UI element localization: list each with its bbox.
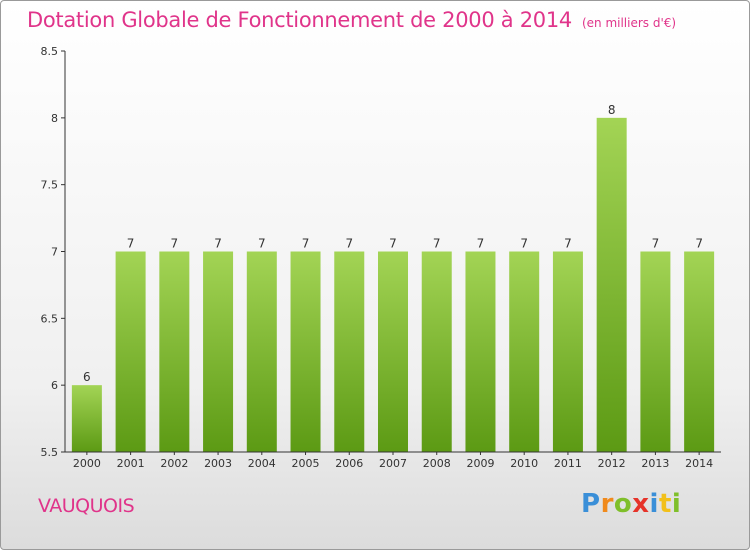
logo-letter: t bbox=[658, 489, 672, 519]
x-tick-label-2002: 2002 bbox=[160, 457, 188, 470]
bar-2000 bbox=[71, 385, 102, 452]
x-tick-label-2004: 2004 bbox=[248, 457, 276, 470]
data-label-2000: 6 bbox=[83, 370, 91, 384]
data-label-2002: 7 bbox=[171, 237, 179, 251]
y-tick-label-8.5: 8.5 bbox=[41, 45, 59, 58]
bar-2003 bbox=[203, 251, 234, 452]
bar-2014 bbox=[684, 251, 715, 452]
data-label-2006: 7 bbox=[345, 237, 353, 251]
x-tick-label-2000: 2000 bbox=[73, 457, 101, 470]
chart-title-text: Dotation Globale de Fonctionnement de 20… bbox=[27, 8, 572, 32]
bar-2007 bbox=[378, 251, 408, 452]
bar-2008 bbox=[421, 251, 452, 452]
y-tick-label-5.5: 5.5 bbox=[41, 446, 59, 459]
data-label-2010: 7 bbox=[520, 237, 528, 251]
x-tick-label-2012: 2012 bbox=[598, 457, 626, 470]
bar-2013 bbox=[640, 251, 671, 452]
logo-letter: o bbox=[613, 489, 633, 519]
y-tick-label-7.5: 7.5 bbox=[41, 179, 59, 192]
y-tick-label-8: 8 bbox=[51, 112, 58, 125]
bar-2010 bbox=[509, 251, 540, 452]
chart-unit: (en milliers d'€) bbox=[581, 16, 677, 30]
chart-title: Dotation Globale de Fonctionnement de 20… bbox=[27, 8, 676, 32]
y-tick-label-7: 7 bbox=[51, 246, 58, 259]
logo-letter: x bbox=[632, 489, 650, 519]
x-tick-label-2003: 2003 bbox=[204, 457, 232, 470]
x-tick-label-2001: 2001 bbox=[117, 457, 145, 470]
bar-2001 bbox=[115, 251, 146, 452]
data-label-2003: 7 bbox=[214, 237, 222, 251]
bar-2002 bbox=[159, 251, 190, 452]
y-tick-label-6.5: 6.5 bbox=[41, 312, 59, 325]
y-tick-label-6: 6 bbox=[51, 379, 58, 392]
data-label-2004: 7 bbox=[258, 237, 266, 251]
logo-letter: i bbox=[649, 489, 659, 519]
logo-letter: r bbox=[600, 489, 614, 519]
x-tick-label-2009: 2009 bbox=[466, 457, 494, 470]
x-tick-label-2007: 2007 bbox=[379, 457, 407, 470]
x-tick-label-2010: 2010 bbox=[510, 457, 538, 470]
x-tick-label-2008: 2008 bbox=[423, 457, 451, 470]
x-tick-label-2014: 2014 bbox=[685, 457, 713, 470]
data-label-2012: 8 bbox=[608, 103, 616, 117]
x-tick-label-2005: 2005 bbox=[292, 457, 320, 470]
logo-letter: P bbox=[581, 489, 601, 519]
proxiti-logo: Proxiti bbox=[581, 489, 681, 519]
bar-2012 bbox=[596, 117, 627, 452]
data-label-2005: 7 bbox=[302, 237, 310, 251]
bar-2004 bbox=[246, 251, 277, 452]
bar-2006 bbox=[334, 251, 365, 452]
x-tick-label-2006: 2006 bbox=[335, 457, 363, 470]
data-label-2014: 7 bbox=[695, 237, 703, 251]
bar-2009 bbox=[465, 251, 496, 452]
logo-letter: i bbox=[671, 489, 682, 519]
bar-2005 bbox=[290, 251, 321, 452]
data-label-2011: 7 bbox=[564, 237, 572, 251]
data-label-2013: 7 bbox=[652, 237, 660, 251]
x-tick-label-2013: 2013 bbox=[641, 457, 669, 470]
data-label-2007: 7 bbox=[389, 237, 397, 251]
commune-name: VAUQUOIS bbox=[38, 495, 135, 517]
bar-2011 bbox=[552, 251, 583, 452]
data-label-2009: 7 bbox=[477, 237, 485, 251]
x-tick-label-2011: 2011 bbox=[554, 457, 582, 470]
data-label-2008: 7 bbox=[433, 237, 441, 251]
data-label-2001: 7 bbox=[127, 237, 135, 251]
